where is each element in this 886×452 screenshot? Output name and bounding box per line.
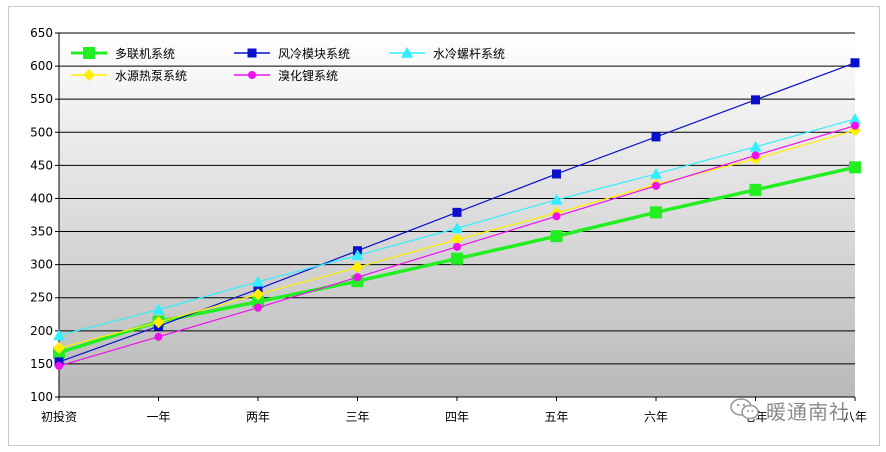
legend-label-3: 水源热泵系统 — [115, 69, 187, 83]
data-point-4-2 — [253, 303, 263, 312]
x-tick-label-1: 一年 — [146, 410, 170, 424]
x-tick-label-2: 两年 — [246, 410, 270, 424]
y-tick-label-650: 650 — [30, 26, 53, 40]
y-tick-label-200: 200 — [30, 324, 53, 338]
y-tick-label-500: 500 — [30, 125, 53, 139]
x-tick-label-3: 三年 — [345, 410, 369, 424]
data-point-4-7 — [751, 151, 760, 160]
data-point-2-1 — [152, 303, 165, 315]
x-tick-label-0: 初投资 — [41, 409, 77, 424]
data-point-1-8 — [850, 58, 860, 68]
data-point-4-1 — [154, 332, 163, 341]
data-point-0-4 — [451, 252, 463, 265]
chart-frame: 100 150 200 250 300 350 400 450 500 550 600 650 初投资 一… — [8, 6, 880, 446]
legend-marker-0 — [83, 47, 95, 59]
y-tick-label-100: 100 — [30, 390, 53, 404]
legend-label-0: 多联机系统 — [115, 47, 175, 61]
watermark: 暖通南社 — [726, 394, 876, 424]
y-tick-label-350: 350 — [30, 225, 53, 239]
legend-marker-3 — [83, 69, 95, 81]
y-tick-label-450: 450 — [30, 158, 53, 172]
y-tick-label-300: 300 — [30, 258, 53, 272]
x-tick-label-8: 八年 — [843, 410, 867, 424]
y-tick-label-550: 550 — [30, 92, 53, 106]
data-point-4-5 — [552, 212, 561, 221]
y-tick-label-150: 150 — [30, 357, 53, 371]
legend-label-4: 溴化锂系统 — [278, 68, 338, 83]
x-tick-label-4: 四年 — [445, 410, 469, 424]
y-tick-label-600: 600 — [30, 59, 53, 73]
wechat-icon — [730, 398, 759, 420]
watermark-text: 暖通南社 — [766, 400, 850, 424]
y-tick-label-250: 250 — [30, 291, 53, 305]
data-point-3-4 — [451, 233, 463, 246]
legend-label-1: 风冷模块系统 — [278, 47, 350, 61]
legend-marker-4 — [247, 70, 257, 80]
data-point-2-2 — [252, 275, 264, 287]
data-point-4-6 — [651, 181, 661, 190]
data-point-2-8 — [849, 113, 861, 124]
data-point-4-0 — [54, 361, 64, 370]
data-point-2-4 — [451, 222, 463, 234]
data-point-0-8 — [849, 161, 861, 174]
data-point-4-3 — [353, 273, 362, 282]
data-point-4-4 — [452, 242, 462, 251]
x-tick-label-5: 五年 — [544, 410, 568, 424]
data-point-3-2 — [252, 288, 264, 301]
legend-marker-1 — [247, 48, 257, 58]
data-point-0-6 — [650, 206, 662, 219]
x-tick-label-6: 六年 — [644, 410, 668, 424]
data-point-2-7 — [749, 140, 762, 152]
data-point-0-5 — [550, 230, 563, 243]
line-chart: 100 150 200 250 300 350 400 450 500 550 600 650 初投资 一… — [30, 26, 867, 424]
y-tick-label-400: 400 — [30, 191, 53, 205]
data-point-2-0 — [53, 329, 65, 341]
data-point-3-3 — [351, 261, 364, 274]
data-point-3-0 — [53, 342, 65, 355]
data-point-1-5 — [552, 169, 561, 179]
data-point-2-3 — [351, 249, 364, 261]
legend-label-2: 水冷螺杆系统 — [433, 47, 505, 61]
data-point-3-1 — [152, 316, 165, 329]
data-point-2-6 — [650, 167, 662, 179]
legend-marker-2 — [401, 47, 413, 58]
data-point-1-6 — [651, 132, 661, 142]
data-point-4-8 — [850, 121, 860, 130]
data-point-1-7 — [751, 95, 760, 105]
data-point-0-2 — [252, 295, 264, 308]
data-point-2-5 — [550, 193, 563, 205]
data-point-1-4 — [452, 207, 462, 217]
data-point-0-7 — [749, 183, 762, 196]
